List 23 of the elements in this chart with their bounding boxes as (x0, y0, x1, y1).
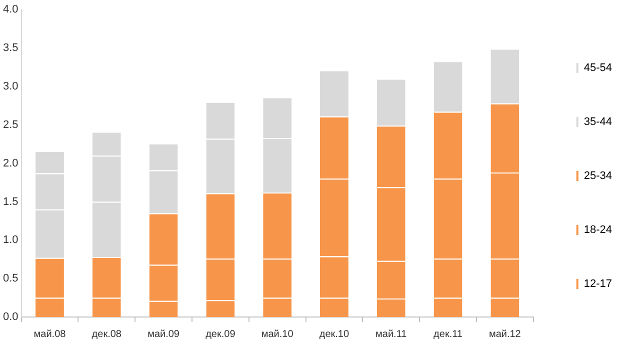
x-tick-label: май.10 (261, 328, 294, 340)
x-tick-label: май.11 (376, 328, 408, 340)
y-tick-label: 2.0 (2, 157, 18, 170)
y-tick-label: 2.5 (2, 118, 18, 131)
y-tick-label: 3.0 (2, 80, 18, 92)
x-tick-label: дек.11 (434, 328, 463, 340)
legend-label: 12-17 (584, 278, 612, 290)
legend-label: 18-24 (584, 224, 612, 236)
y-tick-label: 1.5 (2, 196, 18, 208)
y-tick-label: 4.0 (2, 4, 18, 16)
x-tick-label: май.12 (488, 328, 522, 340)
x-tick-label: дек.08 (92, 328, 122, 340)
x-tick-label: дек.10 (319, 328, 350, 340)
y-tick-label: 1.0 (2, 234, 18, 246)
x-tick-label: дек.09 (206, 328, 236, 340)
x-tick-label: май.08 (34, 328, 66, 340)
legend-label: 45-54 (584, 62, 612, 74)
y-tick-label: 0.5 (2, 272, 18, 285)
legend-label: 35-44 (584, 116, 612, 128)
legend-label: 25-34 (584, 170, 612, 182)
x-tick-label: май.09 (148, 328, 180, 340)
y-tick-label: 0.0 (2, 311, 18, 324)
y-tick-label: 3.5 (2, 42, 18, 54)
